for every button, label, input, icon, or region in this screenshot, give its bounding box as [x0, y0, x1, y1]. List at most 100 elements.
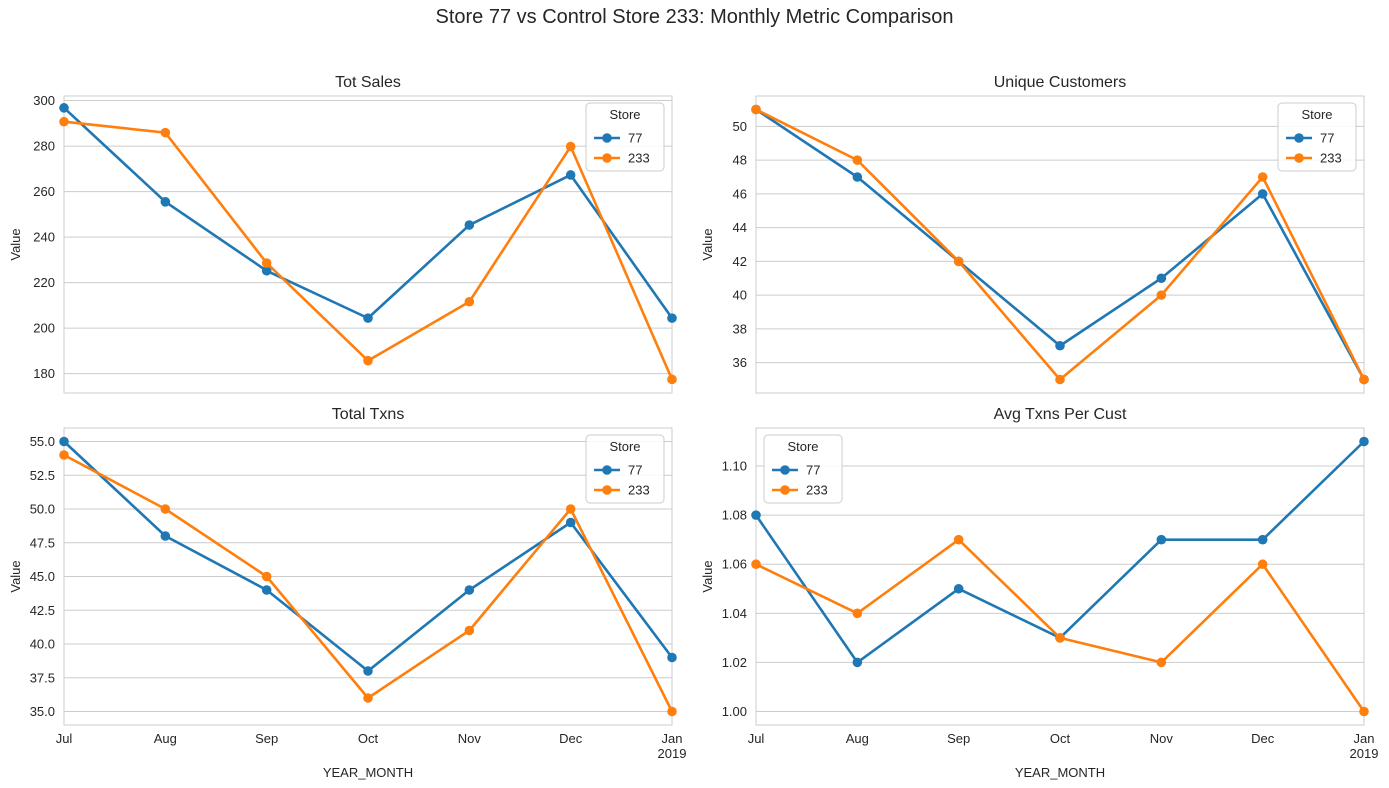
y-tick-label: 1.10 — [722, 459, 747, 474]
data-point — [261, 265, 272, 276]
data-point — [464, 585, 475, 595]
series-line-77 — [755, 108, 1366, 381]
y-tick-label: 46 — [733, 186, 747, 201]
x-tick-label: Dec — [1251, 731, 1275, 746]
data-point — [953, 534, 964, 545]
data-point — [852, 172, 863, 182]
data-point — [363, 355, 373, 366]
y-tick-label: 47.5 — [30, 535, 55, 550]
legend-label: 233 — [1320, 151, 1342, 166]
legend-marker — [602, 485, 612, 495]
data-point — [751, 510, 761, 520]
data-point — [261, 585, 272, 595]
data-point — [261, 258, 272, 268]
legend-label: 77 — [806, 463, 820, 478]
x-tick-label: Jul — [748, 731, 765, 746]
data-point — [59, 116, 69, 127]
x-tick-label: Aug — [154, 731, 177, 746]
series-line-77 — [754, 440, 1365, 664]
y-tick-label: 1.02 — [722, 655, 747, 670]
data-point — [363, 666, 373, 676]
x-tick-label: Sep — [255, 731, 278, 746]
axes-frame — [63, 95, 673, 394]
y-tick-label: 240 — [33, 230, 55, 245]
data-point — [1156, 534, 1167, 545]
y-tick-label: 1.08 — [722, 508, 747, 523]
x-tick-label: Sep — [947, 731, 970, 746]
legend: Store 77 233 — [1277, 102, 1357, 172]
legend: Store 77 233 — [585, 102, 665, 172]
x-tick-label: Dec — [559, 731, 583, 746]
y-tick-label: 38 — [733, 321, 747, 336]
data-point — [1257, 534, 1268, 545]
y-axis-label: Value — [8, 560, 23, 592]
data-point — [464, 220, 475, 230]
data-point — [1055, 374, 1065, 385]
legend-label: 77 — [628, 131, 642, 146]
legend-label: 233 — [628, 483, 650, 498]
series-line-77 — [63, 440, 674, 673]
y-tick-label: 1.04 — [722, 606, 747, 621]
data-point — [1156, 273, 1167, 284]
x-tick-label: Jan 2019 — [1350, 731, 1379, 761]
data-point — [667, 706, 677, 717]
y-axis-label: Value — [700, 228, 715, 260]
y-tick-label: 52.5 — [30, 468, 55, 483]
axes-frame — [755, 95, 1365, 394]
y-tick-label: 40 — [733, 288, 747, 303]
data-point — [751, 104, 761, 115]
legend-title: Store — [609, 107, 640, 122]
x-tick-label: Nov — [1150, 731, 1174, 746]
subplot-title: Total Txns — [332, 406, 405, 423]
y-tick-label: 48 — [733, 153, 747, 168]
y-axis-label: Value — [700, 560, 715, 592]
legend-title: Store — [609, 439, 640, 454]
data-point — [464, 296, 475, 307]
x-tick-label: Jul — [56, 731, 73, 746]
legend: Store 77 233 — [585, 434, 665, 504]
y-tick-label: 37.5 — [30, 670, 55, 685]
data-point — [565, 170, 576, 180]
data-point — [1359, 374, 1369, 385]
data-point — [464, 625, 475, 636]
figure-title: Store 77 vs Control Store 233: Monthly M… — [435, 6, 954, 28]
y-tick-label: 180 — [33, 366, 55, 381]
y-tick-label: 280 — [33, 139, 55, 154]
subplot-3: 35.0 37.5 40.0 42.5 45.0 47.5 50.0 52.5 55.0 Tota… — [8, 406, 686, 780]
subplot-title: Tot Sales — [335, 74, 401, 91]
y-tick-label: 40.0 — [30, 637, 55, 652]
data-point — [667, 374, 677, 385]
data-point — [1156, 657, 1167, 668]
x-axis-label: YEAR_MONTH — [323, 765, 413, 780]
subplot-2: 36 38 40 42 44 46 48 50 Unique Customers Value Sto… — [700, 74, 1369, 394]
legend-marker — [780, 485, 790, 495]
data-point — [1257, 172, 1268, 182]
x-tick-label: Aug — [846, 731, 869, 746]
data-point — [852, 657, 863, 668]
legend-label: 77 — [1320, 131, 1334, 146]
y-tick-label: 50.0 — [30, 502, 55, 517]
y-tick-label: 50 — [733, 119, 747, 134]
data-point — [1055, 633, 1065, 643]
data-point — [751, 559, 761, 570]
legend-marker — [1294, 133, 1304, 143]
data-point — [565, 504, 576, 514]
x-tick-label: Oct — [1050, 731, 1071, 746]
subplot-title: Unique Customers — [994, 74, 1127, 91]
subplot-1: 180 200 220 240 260 280 300 Tot Sales Value Store… — [8, 74, 677, 394]
data-point — [852, 155, 863, 165]
y-tick-label: 260 — [33, 184, 55, 199]
data-point — [1257, 189, 1268, 199]
data-point — [160, 504, 171, 514]
subplot-4: 1.00 1.02 1.04 1.06 1.08 1.10 Avg Txns Per Cus… — [700, 406, 1378, 780]
legend-title: Store — [1301, 107, 1332, 122]
legend: Store 77 233 — [763, 434, 843, 504]
x-tick-label: Jan 2019 — [658, 731, 687, 761]
series-line-233 — [755, 538, 1366, 713]
axes-frame — [755, 427, 1365, 726]
x-axis-label: YEAR_MONTH — [1015, 765, 1105, 780]
legend-marker — [602, 153, 612, 163]
data-point — [953, 583, 964, 594]
data-point — [261, 571, 272, 582]
data-point — [160, 197, 171, 207]
